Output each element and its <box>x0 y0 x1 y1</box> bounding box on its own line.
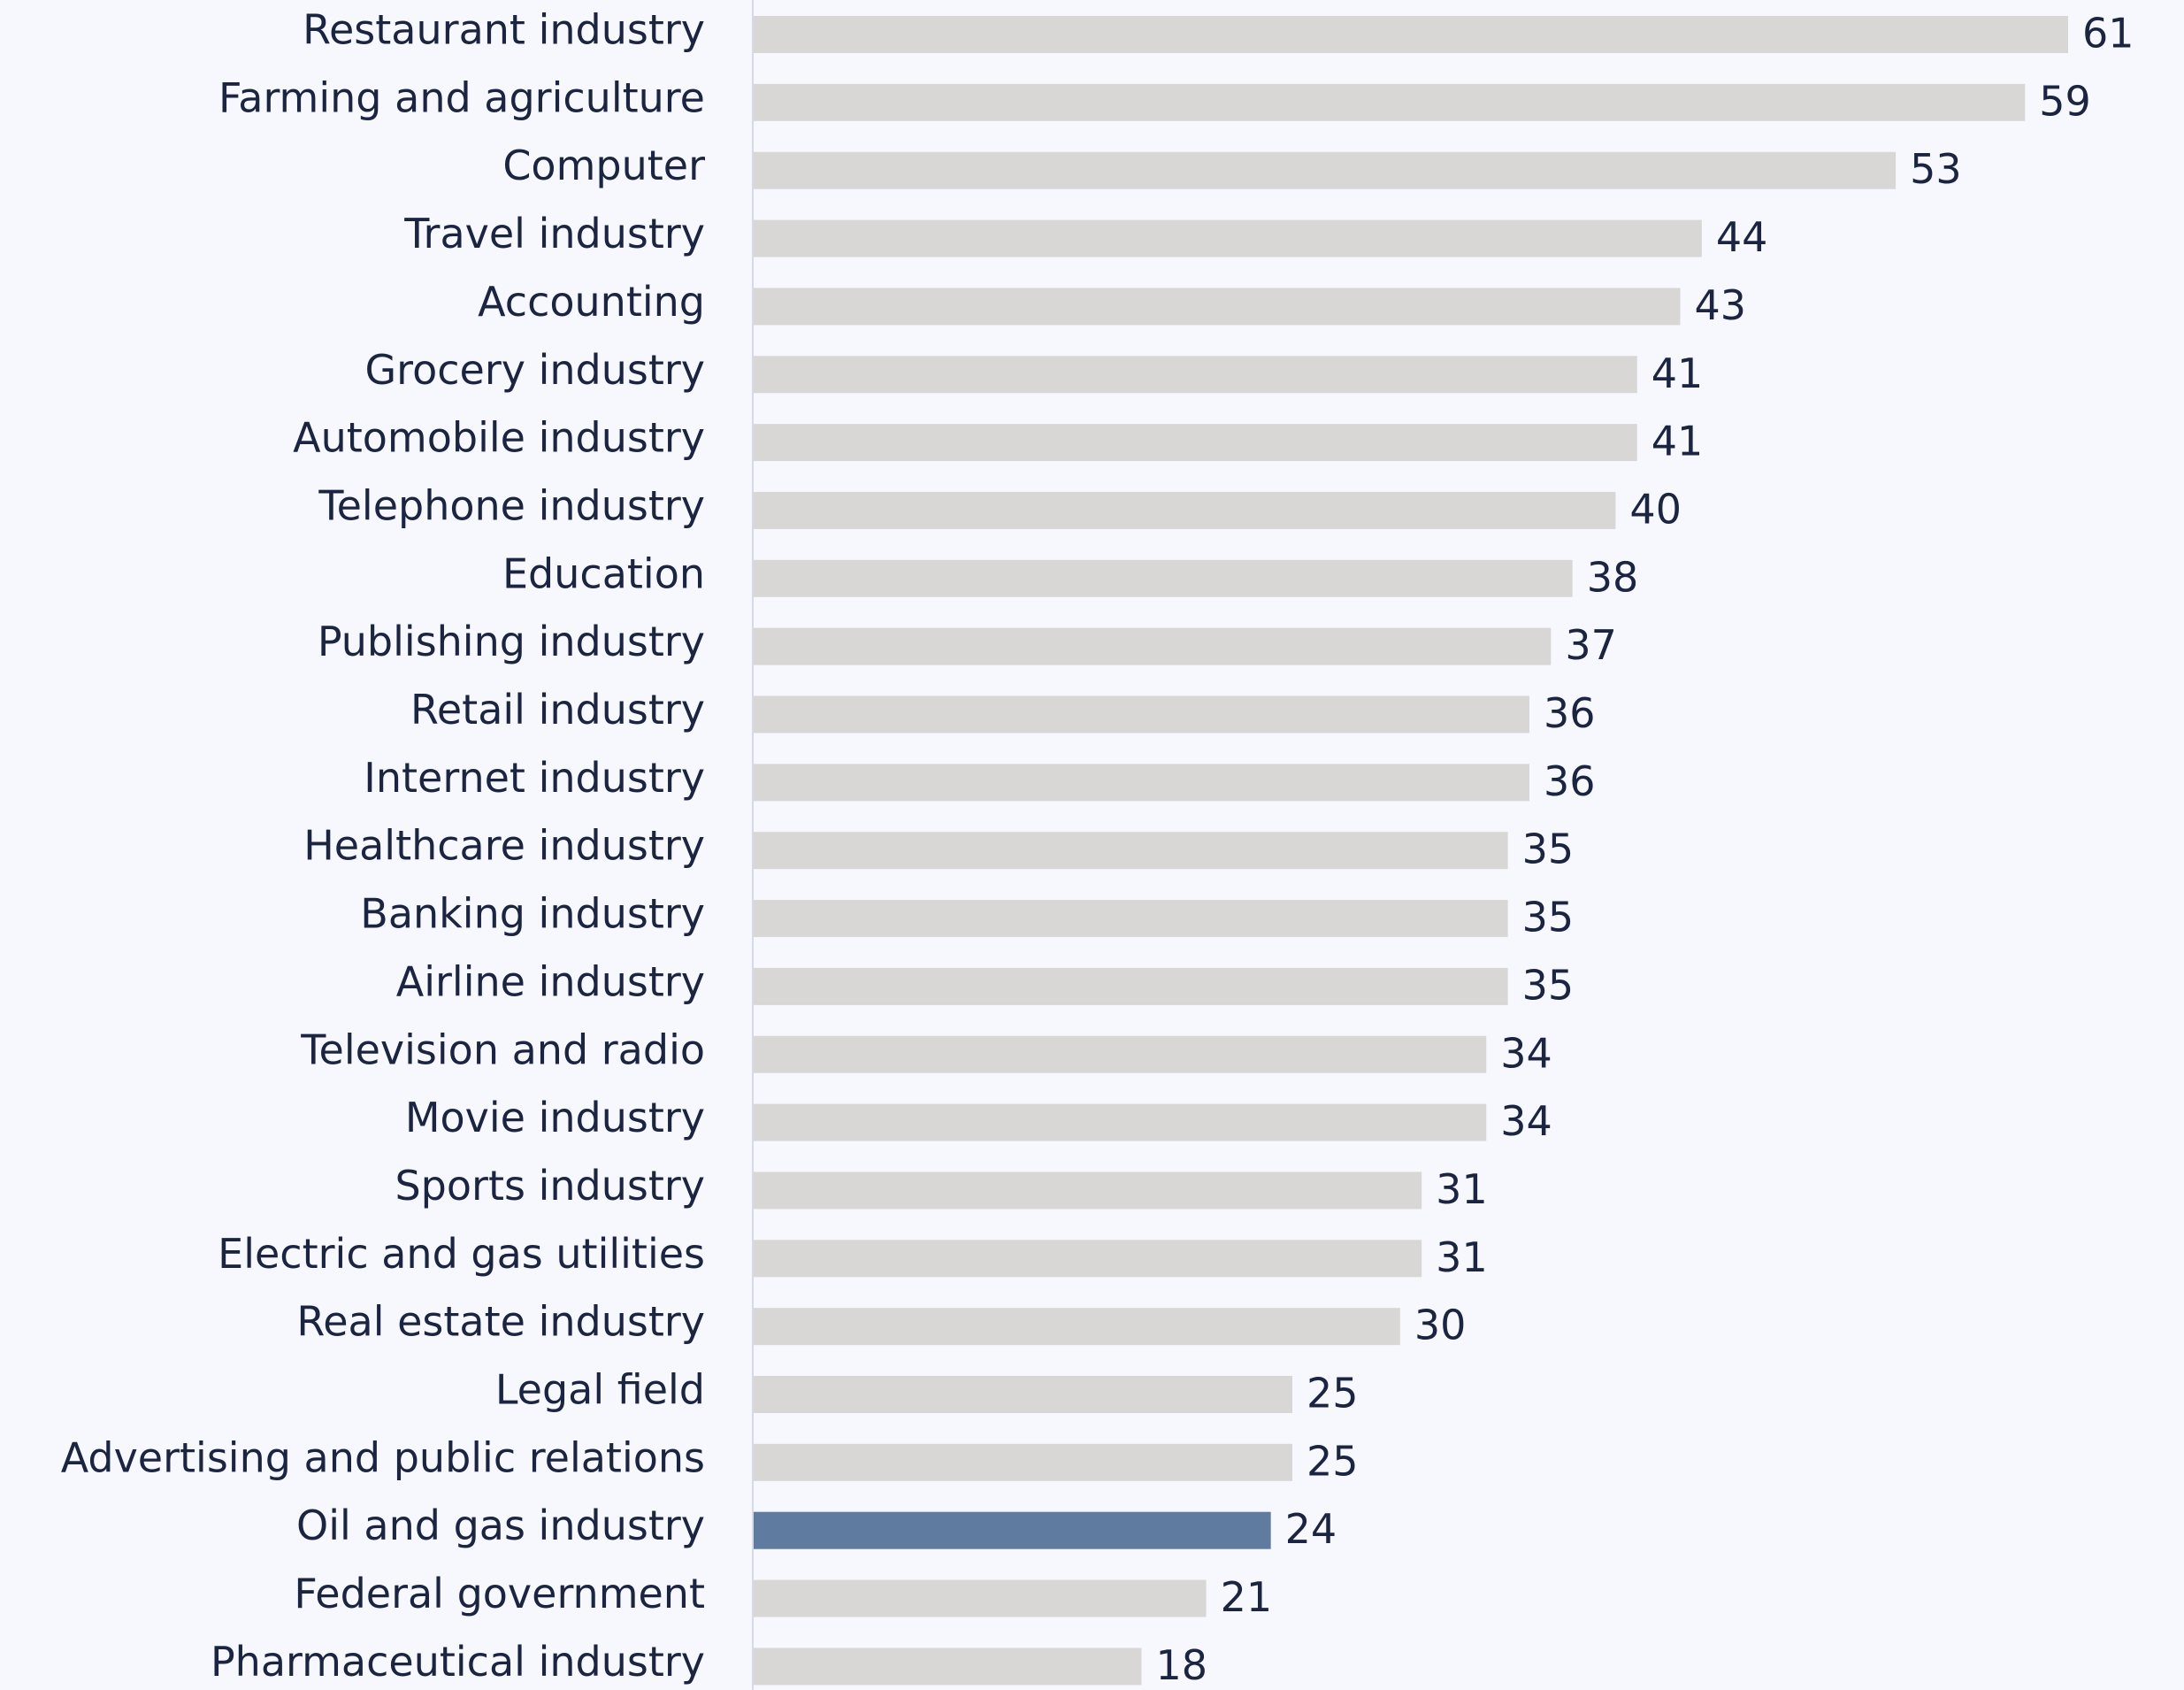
value-label: 37 <box>1565 621 1617 669</box>
bar <box>754 151 1897 189</box>
bar <box>754 83 2026 121</box>
bar <box>754 16 2068 53</box>
bar <box>754 219 1702 257</box>
value-label: 30 <box>1414 1302 1467 1349</box>
value-label: 35 <box>1522 894 1575 941</box>
category-label: Internet industry <box>364 754 705 802</box>
value-label: 35 <box>1522 961 1575 1009</box>
value-label: 34 <box>1500 1029 1552 1077</box>
value-label: 38 <box>1587 553 1639 601</box>
bar <box>754 491 1616 529</box>
value-label: 34 <box>1500 1097 1552 1145</box>
value-label: 53 <box>1910 145 1962 193</box>
bar <box>754 627 1552 665</box>
category-label: Travel industry <box>403 210 705 257</box>
value-label: 36 <box>1544 757 1596 805</box>
bar <box>754 1035 1487 1073</box>
value-label: 35 <box>1522 826 1575 873</box>
category-label: Restaurant industry <box>303 6 705 54</box>
category-label: Grocery industry <box>365 346 705 394</box>
category-label: Banking industry <box>360 890 705 938</box>
category-label: Oil and gas industry <box>296 1502 705 1549</box>
category-label: Retail industry <box>410 686 705 734</box>
value-label: 25 <box>1307 1370 1359 1417</box>
category-label: Healthcare industry <box>303 822 705 870</box>
bar <box>754 356 1637 394</box>
bar <box>754 1579 1207 1617</box>
value-label: 61 <box>2082 10 2134 58</box>
bar <box>754 832 1508 870</box>
bar <box>754 1511 1271 1549</box>
bar <box>754 559 1573 597</box>
bar <box>754 1648 1142 1686</box>
category-label: Education <box>502 549 705 597</box>
category-label: Automobile industry <box>293 414 705 462</box>
value-label: 31 <box>1436 1233 1488 1281</box>
category-label: Advertising and public relations <box>61 1433 705 1481</box>
value-label: 41 <box>1651 418 1704 465</box>
value-label: 40 <box>1629 485 1682 533</box>
value-label: 21 <box>1221 1573 1273 1621</box>
category-label: Electric and gas utilities <box>218 1230 705 1278</box>
category-label: Computer <box>502 142 705 189</box>
value-label: 44 <box>1716 213 1768 261</box>
bar <box>754 695 1529 734</box>
category-label: Movie industry <box>405 1094 705 1141</box>
value-label: 25 <box>1307 1437 1359 1485</box>
bar <box>754 1103 1487 1141</box>
category-label: Federal government <box>294 1570 705 1617</box>
category-label: Accounting <box>478 278 705 326</box>
bar <box>754 967 1508 1005</box>
value-label: 18 <box>1155 1641 1207 1689</box>
value-label: 24 <box>1285 1505 1337 1553</box>
bar <box>754 288 1681 326</box>
value-label: 43 <box>1695 281 1747 329</box>
category-label: Sports industry <box>395 1162 705 1210</box>
value-label: 36 <box>1544 689 1596 737</box>
value-label: 41 <box>1651 350 1704 397</box>
bar <box>754 424 1637 462</box>
bar <box>754 1240 1422 1278</box>
bar <box>754 1308 1400 1346</box>
bar <box>754 1171 1422 1210</box>
bar <box>754 1443 1293 1481</box>
category-label: Legal field <box>495 1366 705 1414</box>
category-label: Farming and agriculture <box>218 73 705 121</box>
bar <box>754 900 1508 938</box>
category-label: Airline industry <box>396 957 705 1005</box>
category-label: Telephone industry <box>318 481 705 529</box>
category-label: Publishing industry <box>318 618 705 665</box>
category-label: Pharmaceutical industry <box>211 1638 705 1686</box>
value-label: 31 <box>1436 1165 1488 1213</box>
bar <box>754 1376 1293 1413</box>
category-label: Television and radio <box>300 1026 705 1073</box>
bar <box>754 764 1529 802</box>
value-label: 59 <box>2039 77 2091 125</box>
category-label: Real estate industry <box>296 1298 705 1346</box>
